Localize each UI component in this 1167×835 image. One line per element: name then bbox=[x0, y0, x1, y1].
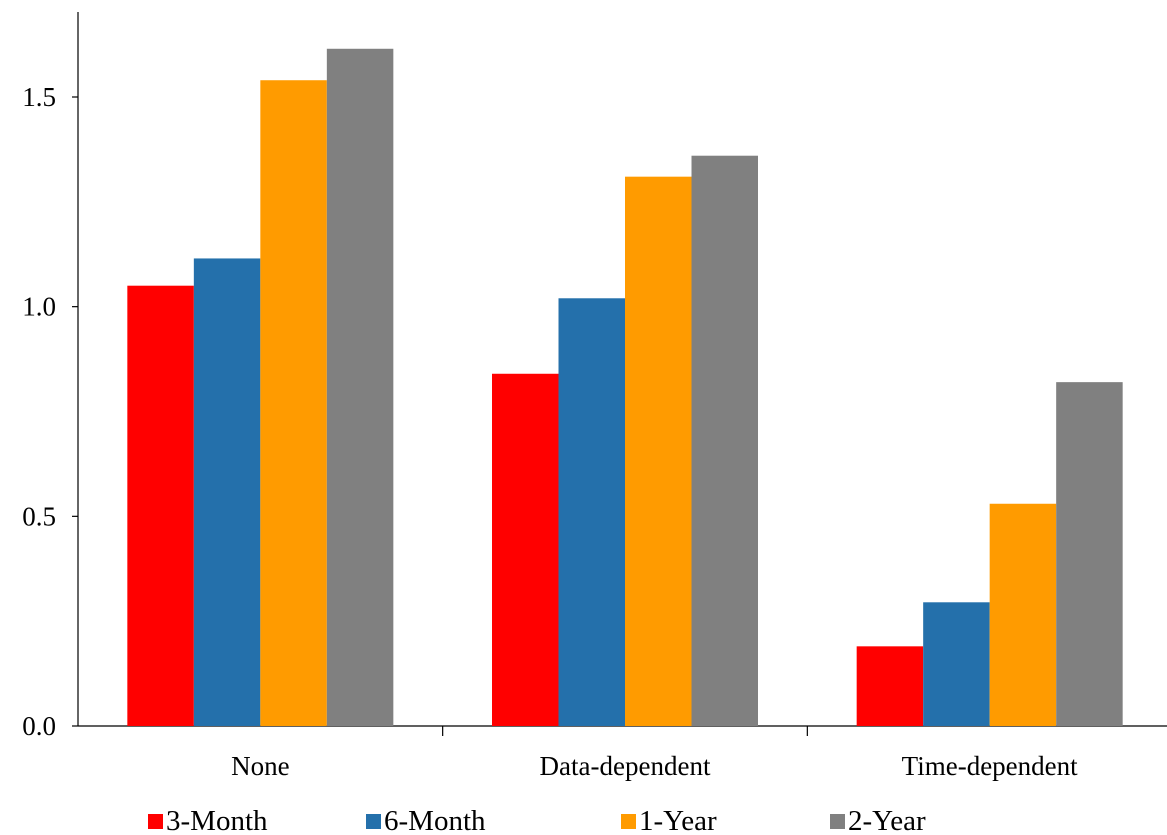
bar-6-month-time-dependent bbox=[923, 602, 990, 726]
bar-1-year-none bbox=[260, 80, 327, 726]
legend-swatch-1-year bbox=[621, 814, 636, 829]
legend-swatch-2-year bbox=[830, 814, 845, 829]
legend-label-1-year: 1-Year bbox=[639, 805, 717, 835]
legend-label-6-month: 6-Month bbox=[384, 805, 486, 835]
bar-2-year-data-dependent bbox=[691, 155, 758, 726]
x-category-label: Time-dependent bbox=[902, 751, 1078, 781]
x-category-label: None bbox=[231, 751, 289, 781]
bar-1-year-data-dependent bbox=[625, 176, 692, 726]
x-category-label: Data-dependent bbox=[540, 751, 711, 781]
bar-3-month-none bbox=[127, 285, 194, 726]
y-tick-label: 0.5 bbox=[22, 501, 56, 531]
bar-6-month-data-dependent bbox=[558, 298, 625, 726]
bar-1-year-time-dependent bbox=[989, 503, 1057, 726]
bar-6-month-none bbox=[193, 258, 261, 726]
bar-3-month-time-dependent bbox=[856, 646, 924, 726]
legend-swatch-3-month bbox=[148, 814, 163, 829]
y-tick-label: 1.5 bbox=[22, 82, 56, 112]
bar-2-year-time-dependent bbox=[1056, 382, 1123, 726]
legend-label-3-month: 3-Month bbox=[166, 805, 268, 835]
y-tick-label: 1.0 bbox=[22, 292, 56, 322]
y-tick-label: 0.0 bbox=[22, 711, 56, 741]
legend-label-2-year: 2-Year bbox=[848, 805, 926, 835]
legend-swatch-6-month bbox=[366, 814, 381, 829]
bar-2-year-none bbox=[326, 48, 394, 726]
bar-3-month-data-dependent bbox=[492, 373, 559, 726]
